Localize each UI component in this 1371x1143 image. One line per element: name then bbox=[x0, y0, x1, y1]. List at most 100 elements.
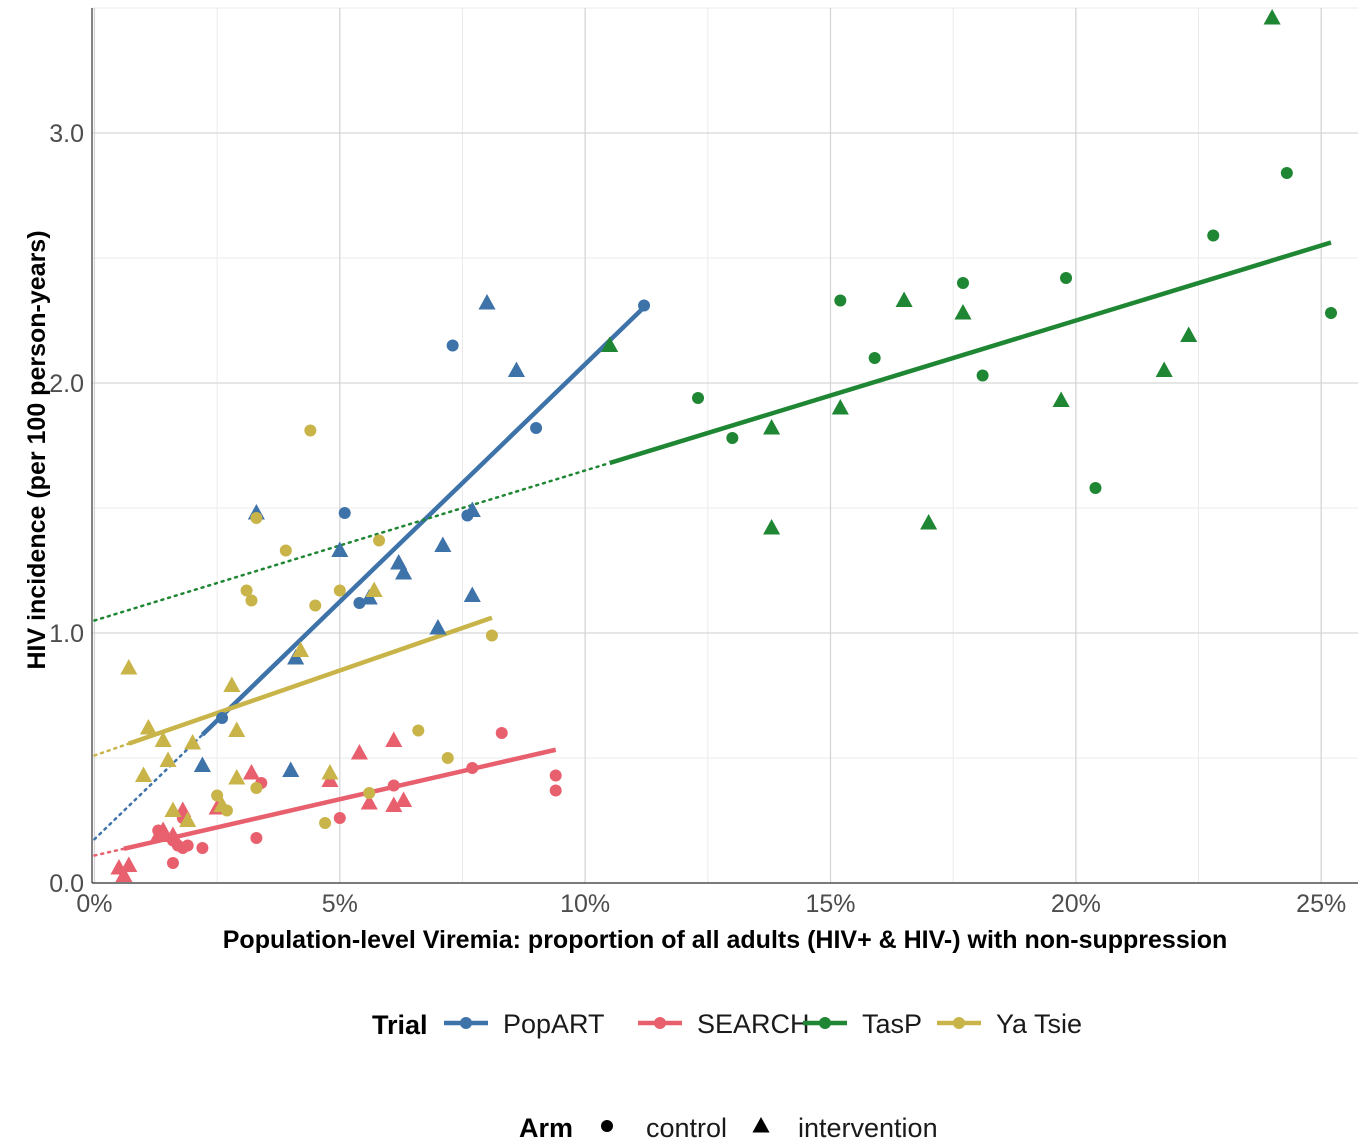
legend-key-dot-popart bbox=[460, 1017, 472, 1029]
y-axis-title: HIV incidence (per 100 person-years) bbox=[23, 230, 51, 669]
point-popart-control bbox=[353, 597, 366, 609]
fit-lines bbox=[93, 240, 1332, 857]
point-popart-control bbox=[530, 422, 543, 434]
point-ya-tsie-control bbox=[250, 512, 263, 524]
point-ya-tsie-control bbox=[319, 817, 332, 829]
arm-legend-title: Arm bbox=[519, 1113, 573, 1143]
fit-line-ya-tsie bbox=[128, 615, 493, 746]
point-search-intervention bbox=[385, 796, 403, 812]
point-tasp-intervention bbox=[1180, 326, 1198, 342]
point-popart-control bbox=[338, 507, 351, 519]
point-ya-tsie-control bbox=[309, 599, 322, 612]
x-tick-label: 5% bbox=[322, 890, 358, 918]
point-search-intervention bbox=[115, 866, 133, 882]
point-tasp-control bbox=[1325, 307, 1338, 319]
point-ya-tsie-intervention bbox=[291, 641, 310, 657]
point-ya-tsie-intervention bbox=[365, 581, 383, 597]
point-ya-tsie-control bbox=[412, 724, 425, 737]
point-ya-tsie-intervention bbox=[321, 764, 339, 780]
point-tasp-control bbox=[1207, 229, 1220, 242]
point-search-intervention bbox=[120, 856, 138, 872]
point-search-intervention bbox=[154, 821, 172, 837]
point-search-control bbox=[196, 842, 209, 854]
data-points bbox=[110, 9, 1338, 882]
trial-legend-title: Trial bbox=[372, 1010, 428, 1040]
point-search-control bbox=[333, 812, 346, 824]
point-search-control bbox=[166, 857, 179, 869]
fit-line-dotted-ya-tsie bbox=[93, 742, 131, 757]
trial-legend-entries: PopART SEARCH TasP Ya Tsie bbox=[444, 1009, 1082, 1039]
point-popart-intervention bbox=[395, 564, 413, 580]
arm-key-circle bbox=[601, 1120, 613, 1132]
grid-major bbox=[92, 8, 1358, 884]
point-ya-tsie-intervention bbox=[179, 811, 197, 827]
point-search-control bbox=[181, 839, 194, 852]
point-ya-tsie-intervention bbox=[139, 719, 157, 735]
grid-minor bbox=[92, 7, 1358, 883]
arm-label-intervention: intervention bbox=[798, 1113, 938, 1143]
point-popart-intervention bbox=[282, 761, 300, 777]
point-ya-tsie-control bbox=[485, 629, 498, 642]
point-search-control bbox=[387, 779, 400, 792]
point-tasp-intervention bbox=[1052, 391, 1070, 407]
point-ya-tsie-intervention bbox=[228, 721, 246, 737]
point-tasp-intervention bbox=[763, 519, 781, 535]
point-tasp-control bbox=[1089, 482, 1102, 494]
point-ya-tsie-control bbox=[304, 424, 317, 437]
point-ya-tsie-control bbox=[373, 534, 386, 547]
point-ya-tsie-control bbox=[279, 544, 292, 557]
point-tasp-control bbox=[1280, 167, 1293, 179]
point-popart-intervention bbox=[463, 586, 481, 602]
point-tasp-control bbox=[868, 352, 881, 364]
legend-key-dot-ya-tsie bbox=[953, 1017, 965, 1029]
point-ya-tsie-intervention bbox=[228, 769, 246, 785]
fit-line-dotted-popart bbox=[93, 733, 204, 841]
arm-legend-entries: control intervention bbox=[601, 1113, 938, 1143]
point-popart-intervention bbox=[463, 501, 481, 517]
point-ya-tsie-intervention bbox=[159, 751, 177, 767]
legend-label-search: SEARCH bbox=[697, 1009, 810, 1039]
point-search-intervention bbox=[164, 826, 182, 842]
point-popart-control bbox=[638, 299, 651, 312]
trial-legend: Trial PopART SEARCH TasP Ya Tsie bbox=[372, 1009, 1082, 1040]
point-tasp-intervention bbox=[954, 304, 972, 320]
arm-key-triangle bbox=[752, 1117, 770, 1133]
point-ya-tsie-control bbox=[211, 789, 224, 802]
point-tasp-intervention bbox=[601, 336, 619, 352]
point-popart-intervention bbox=[507, 361, 526, 377]
point-ya-tsie-control bbox=[245, 594, 258, 607]
point-popart-intervention bbox=[429, 619, 447, 635]
point-search-intervention bbox=[350, 744, 368, 760]
y-ticks: 0.0 1.0 2.0 3.0 bbox=[49, 120, 84, 898]
y-tick-label: 0.0 bbox=[49, 870, 84, 898]
legend-key-dot-search bbox=[654, 1017, 666, 1029]
point-tasp-control bbox=[692, 392, 705, 404]
point-search-intervention bbox=[385, 731, 403, 747]
x-tick-label: 0% bbox=[76, 890, 112, 918]
point-ya-tsie-intervention bbox=[223, 676, 241, 692]
point-tasp-intervention bbox=[1263, 9, 1281, 25]
legend-label-ya-tsie: Ya Tsie bbox=[996, 1009, 1082, 1039]
point-ya-tsie-control bbox=[240, 584, 253, 597]
x-tick-label: 25% bbox=[1296, 890, 1346, 918]
legend-label-popart: PopART bbox=[503, 1009, 605, 1039]
point-popart-control bbox=[446, 339, 459, 352]
fit-line-search bbox=[123, 747, 557, 851]
point-tasp-control bbox=[726, 432, 739, 444]
legend-label-tasp: TasP bbox=[862, 1009, 922, 1039]
point-tasp-control bbox=[956, 277, 969, 289]
point-popart-intervention bbox=[478, 294, 496, 310]
fit-line-dotted-search bbox=[93, 847, 126, 857]
point-search-control bbox=[549, 784, 562, 797]
point-tasp-control bbox=[1060, 272, 1073, 284]
legend-key-dot-tasp bbox=[819, 1017, 831, 1029]
x-tick-label: 10% bbox=[560, 890, 610, 918]
point-search-control bbox=[250, 832, 263, 844]
point-ya-tsie-control bbox=[333, 584, 346, 597]
fit-line-dotted-tasp bbox=[93, 461, 611, 622]
x-tick-label: 20% bbox=[1051, 890, 1101, 918]
x-tick-label: 15% bbox=[805, 890, 855, 918]
arm-legend: Arm control intervention bbox=[519, 1113, 938, 1143]
point-tasp-intervention bbox=[895, 291, 913, 307]
